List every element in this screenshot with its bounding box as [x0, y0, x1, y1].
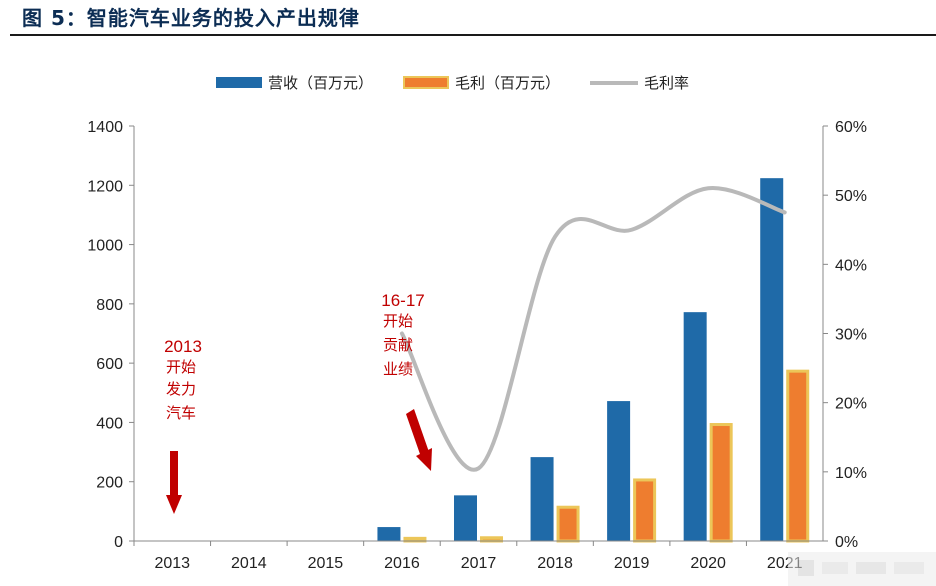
gross-profit-bar — [709, 423, 733, 543]
legend-label-gross-margin: 毛利率 — [644, 74, 690, 92]
legend-item-gross-profit: 毛利（百万元） — [403, 72, 560, 93]
legend-swatch-gross-margin — [590, 80, 639, 85]
legend-label-revenue: 营收（百万元） — [268, 74, 374, 92]
annotation-1617-line: 业绩 — [383, 360, 413, 378]
x-tick-label: 2016 — [384, 555, 420, 572]
x-tick-label: 2020 — [690, 555, 726, 572]
annotation-2013-line: 汽车 — [166, 404, 196, 422]
annotation-1617-line: 开始 — [383, 312, 413, 330]
right-tick-label: 40% — [835, 257, 867, 274]
legend-label-gross-profit: 毛利（百万元） — [455, 74, 561, 92]
legend-item-revenue: 营收（百万元） — [216, 72, 373, 93]
revenue-bar — [760, 178, 784, 541]
x-tick-label: 2018 — [537, 555, 573, 572]
right-tick-label: 20% — [835, 396, 867, 413]
left-tick-label: 600 — [96, 356, 123, 373]
right-tick-label: 60% — [835, 119, 867, 136]
annotation-1617-line: 贡献 — [383, 336, 413, 354]
legend-swatch-revenue — [216, 77, 262, 88]
x-tick-label: 2019 — [614, 555, 650, 572]
left-tick-label: 0 — [114, 534, 123, 551]
x-tick-label: 2013 — [154, 555, 190, 572]
right-tick-label: 50% — [835, 188, 867, 205]
left-tick-label: 200 — [96, 475, 123, 492]
chart-legend: 营收（百万元） 毛利（百万元） 毛利率 — [216, 72, 719, 93]
title-divider — [10, 34, 936, 36]
revenue-bar — [454, 495, 477, 541]
arrow-down-icon — [406, 409, 432, 471]
gross-profit-bar — [633, 478, 657, 543]
watermark — [788, 552, 936, 586]
x-tick-label: 2015 — [308, 555, 344, 572]
x-tick-label: 2017 — [461, 555, 497, 572]
gross-profit-bar — [556, 505, 580, 543]
right-tick-label: 0% — [835, 534, 858, 551]
annotation-1617-year: 16-17 — [381, 291, 424, 310]
left-tick-label: 1200 — [87, 178, 123, 195]
gross-profit-bar — [786, 369, 810, 543]
annotation-2013-year: 2013 — [164, 337, 202, 356]
revenue-bar — [377, 527, 401, 541]
right-tick-label: 30% — [835, 327, 867, 344]
annotation-2013-line: 开始 — [166, 358, 196, 376]
legend-swatch-gross-profit — [403, 76, 450, 89]
revenue-bar — [607, 401, 631, 541]
left-tick-label: 1400 — [87, 119, 123, 136]
legend-item-gross-margin: 毛利率 — [590, 72, 689, 93]
left-tick-label: 400 — [96, 415, 123, 432]
arrow-down-icon — [166, 451, 182, 514]
gross-margin-line — [399, 186, 787, 472]
revenue-bar — [530, 457, 554, 541]
x-tick-label: 2014 — [231, 555, 267, 572]
revenue-bar — [683, 312, 707, 541]
left-tick-label: 1000 — [87, 238, 123, 255]
left-tick-label: 800 — [96, 297, 123, 314]
right-tick-label: 10% — [835, 465, 867, 482]
figure-title: 图 5：智能汽车业务的投入产出规律 — [22, 6, 360, 30]
annotation-2013-line: 发力 — [166, 380, 196, 398]
